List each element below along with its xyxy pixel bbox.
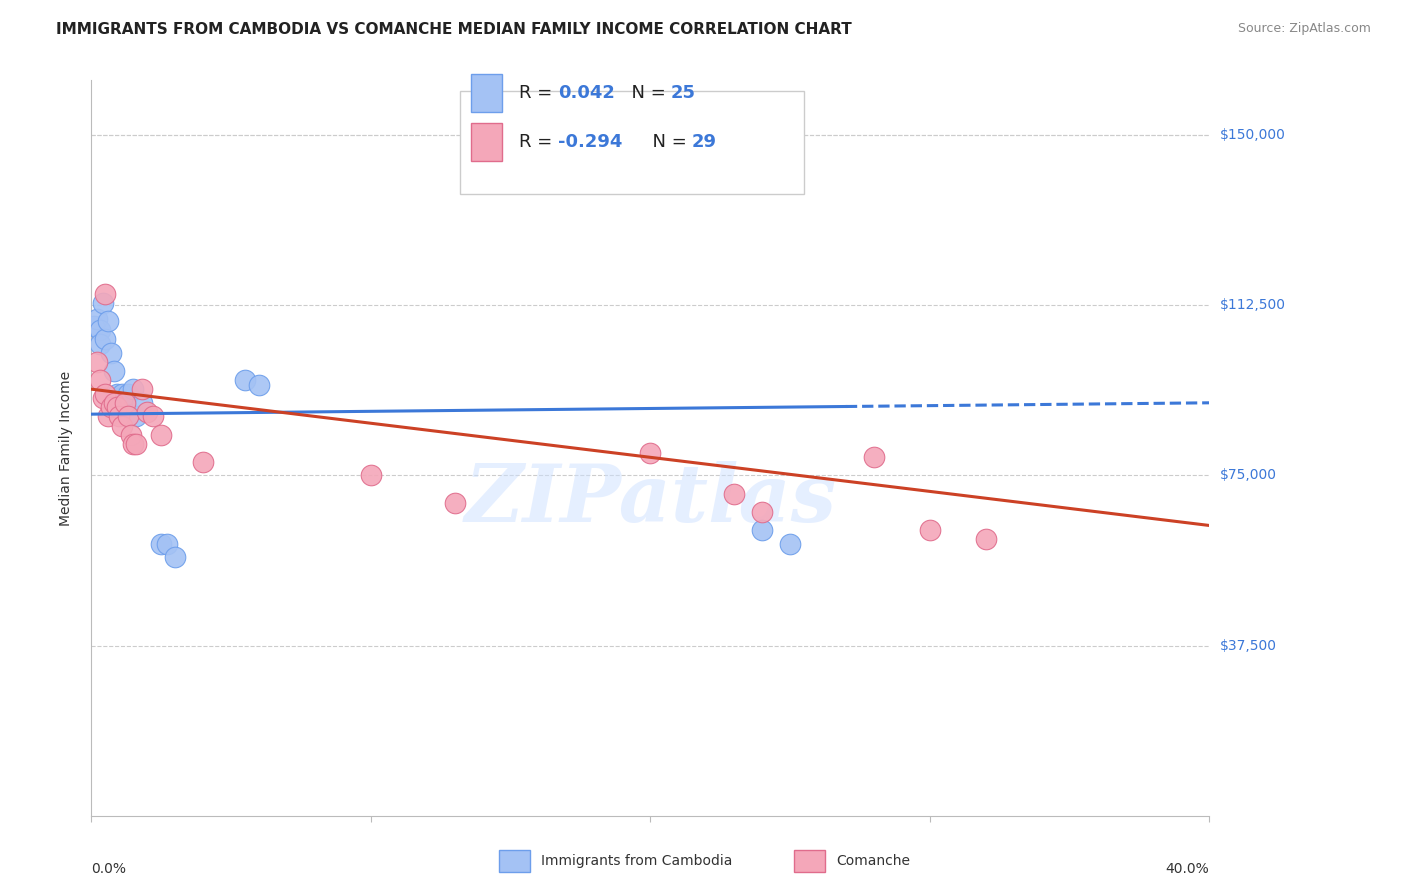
Point [111, 386, 134, 401]
Text: Source: ZipAtlas.com: Source: ZipAtlas.com [1237, 22, 1371, 36]
Text: 40.0%: 40.0% [1166, 862, 1209, 876]
Point [247, 377, 270, 392]
Text: 0.0%: 0.0% [91, 862, 127, 876]
Point [122, 436, 145, 450]
Point [779, 536, 801, 550]
Point [751, 523, 773, 537]
Text: Comanche: Comanche [837, 855, 911, 868]
Point [103, 364, 125, 378]
Point [89, 336, 111, 351]
Point [156, 536, 179, 550]
Text: $150,000: $150,000 [1220, 128, 1286, 142]
Point [122, 382, 145, 396]
Point [94, 386, 117, 401]
Point [114, 396, 136, 410]
Text: N =: N = [620, 84, 672, 102]
Point [862, 450, 886, 465]
Point [94, 332, 117, 346]
Point [142, 409, 165, 424]
Point [120, 427, 142, 442]
Text: 25: 25 [671, 84, 696, 102]
Point [89, 323, 111, 337]
Point [360, 468, 382, 483]
Point [114, 396, 136, 410]
Point [103, 396, 125, 410]
Point [125, 436, 148, 450]
Point [97, 314, 120, 328]
Point [443, 496, 465, 510]
Text: Immigrants from Cambodia: Immigrants from Cambodia [541, 855, 733, 868]
Point [131, 396, 153, 410]
Point [86, 311, 108, 326]
Point [150, 536, 173, 550]
Text: $75,000: $75,000 [1220, 468, 1277, 483]
Point [638, 141, 661, 155]
Point [97, 409, 120, 424]
Text: R =: R = [519, 133, 558, 151]
Text: N =: N = [641, 133, 693, 151]
Point [94, 286, 117, 301]
Text: 0.042: 0.042 [558, 84, 614, 102]
Point [751, 505, 773, 519]
Point [125, 409, 148, 424]
Point [86, 355, 108, 369]
Point [136, 405, 159, 419]
Point [89, 373, 111, 387]
Point [723, 486, 745, 500]
Point [638, 446, 661, 460]
Point [233, 373, 256, 387]
Point [83, 318, 105, 333]
Point [191, 455, 214, 469]
Text: $112,500: $112,500 [1220, 298, 1286, 312]
Point [105, 401, 128, 415]
Point [91, 296, 114, 310]
Point [100, 401, 122, 415]
Point [117, 386, 139, 401]
Point [100, 346, 122, 360]
Text: R =: R = [519, 84, 558, 102]
Text: IMMIGRANTS FROM CAMBODIA VS COMANCHE MEDIAN FAMILY INCOME CORRELATION CHART: IMMIGRANTS FROM CAMBODIA VS COMANCHE MED… [56, 22, 852, 37]
Text: $37,500: $37,500 [1220, 639, 1277, 653]
Point [165, 550, 187, 565]
Point [974, 532, 997, 546]
Text: ZIPatlas: ZIPatlas [464, 461, 837, 539]
Point [117, 409, 139, 424]
Point [918, 523, 941, 537]
Text: -0.294: -0.294 [558, 133, 623, 151]
Y-axis label: Median Family Income: Median Family Income [59, 371, 73, 525]
Point [131, 382, 153, 396]
Text: 29: 29 [692, 133, 717, 151]
Point [105, 386, 128, 401]
Point [91, 391, 114, 405]
Point [108, 409, 131, 424]
Point [108, 391, 131, 405]
Point [111, 418, 134, 433]
Point [150, 427, 173, 442]
